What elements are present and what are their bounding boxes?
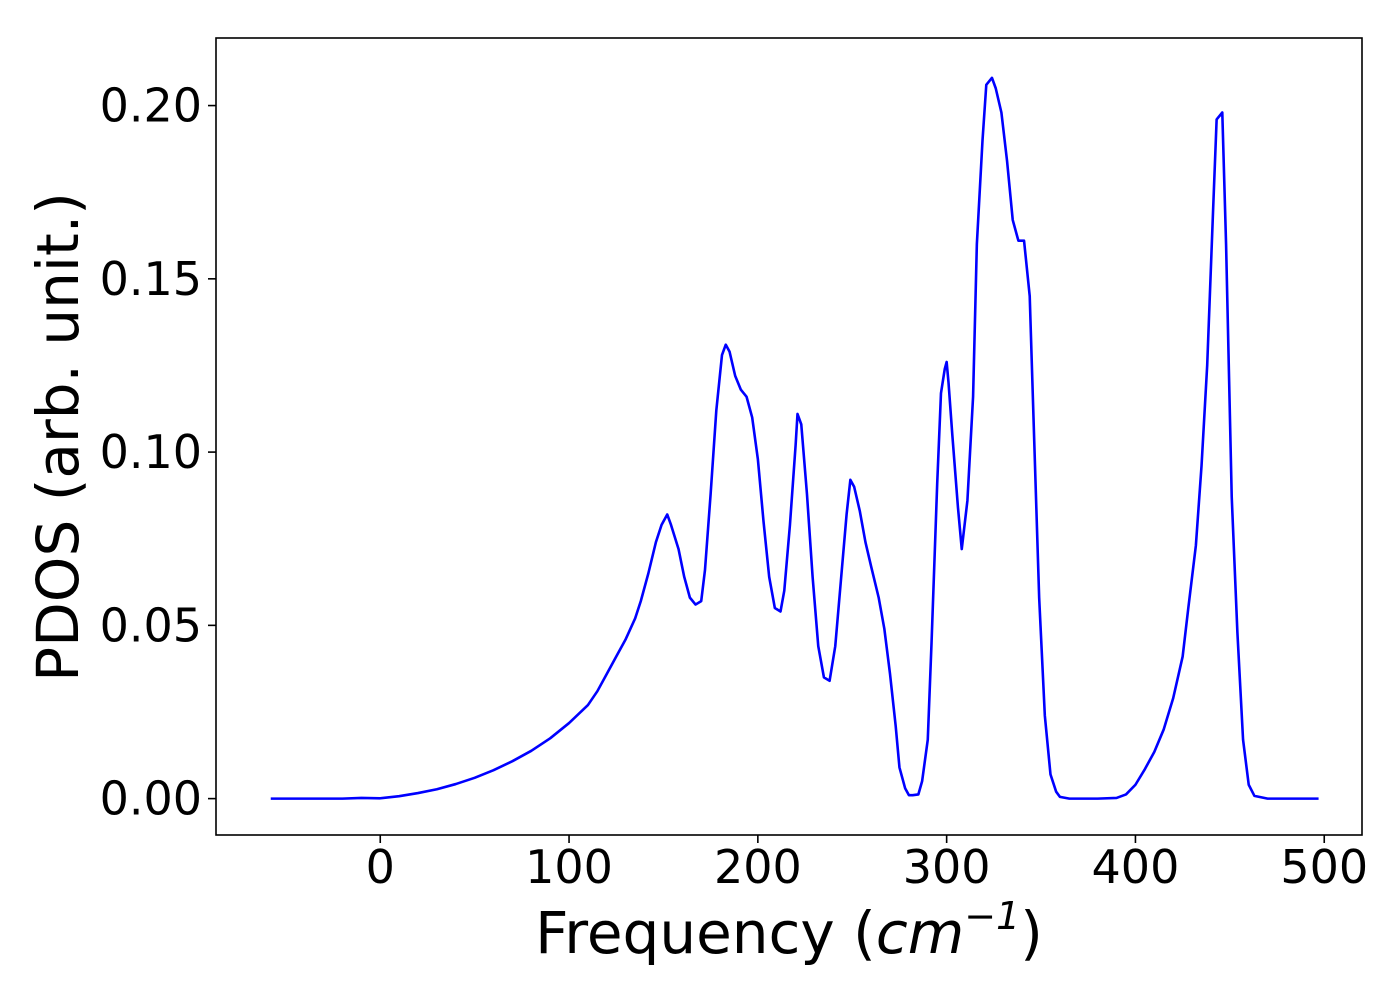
pdos-series-line-0: [270, 76, 1319, 800]
x-tick-label: 400: [1092, 840, 1180, 894]
y-axis-label: PDOS (arb. unit.): [24, 192, 92, 682]
x-axis-ticks: 0 100 200 300 400 500: [366, 835, 1368, 894]
x-tick-label: 300: [903, 840, 991, 894]
plot-frame: [215, 37, 1363, 836]
y-tick-label: 0.10: [100, 425, 202, 479]
y-tick-label: 0.15: [100, 252, 202, 306]
y-axis-ticks: 0.00 0.05 0.10 0.15 0.20: [100, 79, 216, 826]
x-tick-label: 0: [366, 840, 395, 894]
y-tick-label: 0.00: [100, 772, 202, 826]
y-tick-label: 0.05: [100, 598, 202, 652]
y-tick-label: 0.20: [100, 79, 202, 133]
x-axis-label: Frequency (cm−1): [535, 894, 1043, 967]
x-tick-label: 500: [1280, 840, 1368, 894]
x-tick-label: 100: [525, 840, 613, 894]
x-tick-label: 200: [714, 840, 802, 894]
